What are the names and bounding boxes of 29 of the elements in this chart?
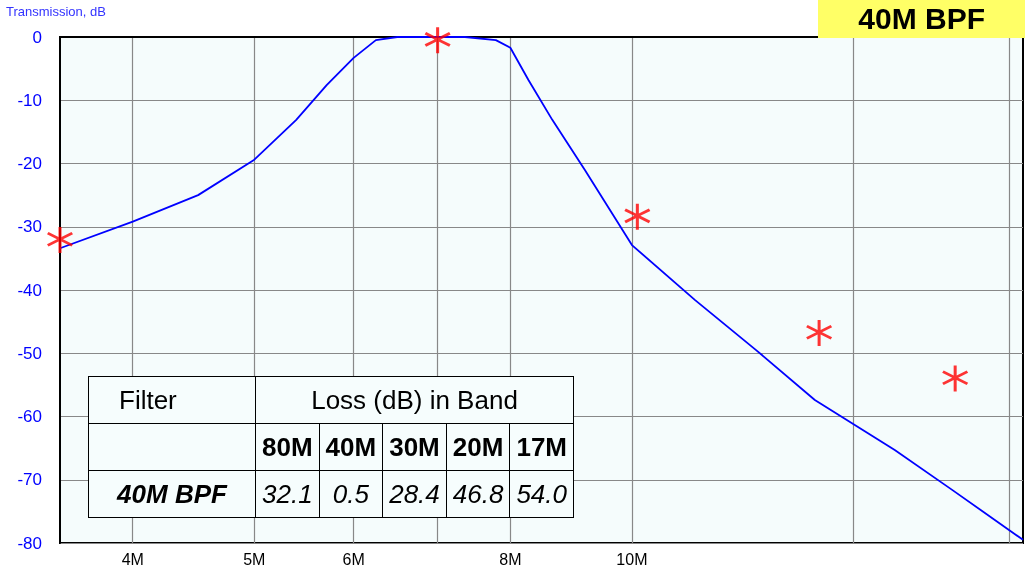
x-tick-label: 4M — [121, 550, 144, 568]
y-tick-label: -70 — [17, 470, 42, 490]
y-tick-label: -50 — [17, 343, 42, 363]
annotation: 54.0 — [509, 470, 574, 518]
annotation: 32.1 — [255, 470, 320, 518]
annotation: Filter — [88, 376, 256, 424]
annotation: 46.8 — [446, 470, 510, 518]
annotation: 0.5 — [319, 470, 383, 518]
annotation: Loss (dB) in Band — [255, 376, 574, 424]
y-axis-title: Transmission, dB — [6, 4, 106, 19]
annotation: 40M — [319, 423, 383, 471]
chart-title: 40M BPF — [818, 0, 1025, 38]
y-tick-label: -80 — [17, 533, 42, 553]
annotation: 20M — [446, 423, 510, 471]
annotation: 28.4 — [382, 470, 447, 518]
y-tick-label: -30 — [17, 217, 42, 237]
y-tick-label: -40 — [17, 280, 42, 300]
y-tick-label: 0 — [32, 27, 42, 47]
annotation: 40M BPF — [88, 470, 256, 518]
y-tick-label: -60 — [17, 407, 42, 426]
x-tick-label: 10M — [616, 550, 648, 568]
annotation: 30M — [382, 423, 447, 471]
y-tick-label: -20 — [17, 154, 42, 173]
annotation: 80M — [255, 423, 320, 471]
annotation: 17M — [509, 423, 574, 471]
x-tick-label: 6M — [342, 550, 365, 568]
x-tick-label: 8M — [499, 550, 522, 568]
y-tick-label: -10 — [17, 90, 42, 110]
x-tick-label: 5M — [243, 550, 266, 568]
